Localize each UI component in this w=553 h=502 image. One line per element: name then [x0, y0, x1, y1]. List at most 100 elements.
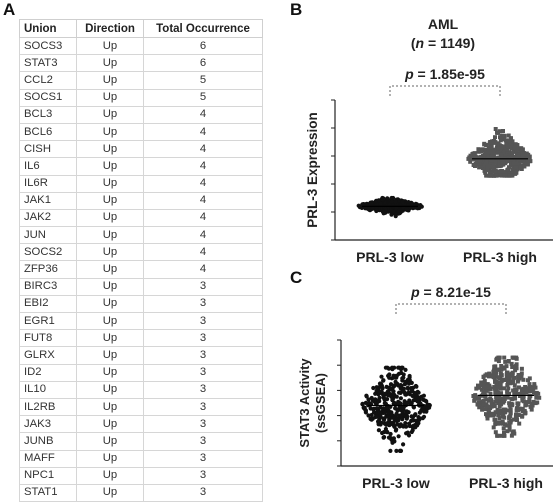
- cell-occurrence: 6: [143, 54, 263, 73]
- cell-occurrence: 5: [143, 88, 263, 107]
- data-point-high: [501, 160, 506, 165]
- data-point-low: [376, 428, 381, 433]
- data-point-low: [381, 378, 386, 383]
- data-point-high: [498, 383, 503, 387]
- cell-direction: Up: [76, 54, 144, 73]
- data-point-low: [374, 208, 379, 213]
- data-point-high: [481, 385, 486, 390]
- data-point-high: [491, 162, 496, 167]
- cell-occurrence: 4: [143, 208, 263, 228]
- panel-letter-a: A: [3, 0, 16, 19]
- table-row: GLRX Up 3: [19, 346, 263, 365]
- data-point-high: [505, 167, 510, 172]
- p-value-value: = 8.21e-15: [420, 284, 491, 300]
- data-point-high: [493, 410, 498, 415]
- data-point-high: [484, 160, 489, 165]
- data-point-low: [411, 423, 416, 428]
- data-point-low: [389, 199, 394, 204]
- data-point-high: [502, 415, 507, 420]
- data-point-low: [396, 434, 401, 439]
- data-point-high: [497, 395, 502, 400]
- data-point-high: [519, 371, 524, 376]
- data-point-low: [371, 407, 376, 412]
- data-point-high: [496, 401, 501, 405]
- data-point-low: [393, 428, 398, 433]
- data-point-high: [535, 400, 540, 405]
- data-point-high: [496, 146, 501, 151]
- data-point-high: [493, 160, 498, 164]
- table-row: ID2 Up 3: [19, 363, 263, 382]
- data-point-low: [377, 410, 382, 415]
- data-point-high: [509, 401, 514, 406]
- cell-direction: Up: [76, 226, 144, 245]
- data-point-high: [505, 391, 510, 396]
- data-point-high: [527, 384, 532, 389]
- data-point-high: [505, 159, 510, 163]
- data-point-low: [393, 199, 398, 204]
- cell-occurrence: 5: [143, 71, 263, 90]
- data-point-low: [389, 195, 394, 201]
- data-point-high: [497, 404, 502, 409]
- cell-gene: JAK3: [19, 415, 77, 434]
- data-point-high: [496, 155, 501, 160]
- data-point-low: [403, 392, 408, 397]
- data-point-high: [516, 375, 521, 379]
- data-point-high: [514, 366, 519, 371]
- data-point-high: [503, 359, 508, 364]
- data-point-high: [487, 410, 491, 415]
- table-header-row: Union Direction Total Occurrence: [19, 19, 263, 38]
- data-point-high: [473, 393, 478, 398]
- subtitle-n: n: [416, 35, 425, 51]
- data-point-high: [496, 391, 500, 396]
- data-point-high: [496, 375, 501, 380]
- data-point-high: [497, 416, 502, 421]
- data-point-low: [413, 412, 418, 417]
- data-point-high: [501, 433, 506, 438]
- data-point-low: [388, 448, 393, 453]
- cell-occurrence: 3: [143, 415, 263, 434]
- data-point-high: [513, 142, 518, 147]
- data-point-low: [366, 397, 371, 402]
- x-tick-label: PRL-3 low: [356, 249, 424, 265]
- data-point-high: [510, 365, 515, 369]
- data-point-low: [398, 448, 403, 453]
- panel-letter-c: C: [290, 268, 303, 287]
- data-point-low: [403, 367, 408, 372]
- data-point-high: [471, 163, 476, 167]
- cell-occurrence: 3: [143, 380, 263, 399]
- table-row: JAK1 Up 4: [19, 191, 263, 210]
- significance-bracket: [395, 303, 507, 314]
- table-row: NPC1 Up 3: [19, 466, 263, 485]
- data-point-high: [477, 385, 482, 390]
- data-point-high: [485, 166, 490, 170]
- cell-occurrence: 3: [143, 363, 263, 382]
- data-point-high: [502, 386, 507, 391]
- data-point-high: [497, 420, 502, 425]
- data-point-high: [475, 402, 480, 407]
- data-point-high: [522, 160, 527, 165]
- data-point-high: [485, 173, 490, 178]
- data-point-high: [517, 421, 522, 426]
- data-point-high: [474, 386, 479, 391]
- cell-occurrence: 4: [143, 191, 263, 210]
- cell-gene: MAFF: [19, 449, 77, 468]
- data-point-high: [493, 371, 498, 376]
- cell-direction: Up: [76, 208, 144, 228]
- data-point-low: [386, 420, 391, 425]
- data-point-low: [398, 415, 403, 420]
- data-point-high: [503, 138, 508, 143]
- data-point-high: [498, 149, 503, 154]
- data-point-high: [519, 146, 524, 151]
- table-row: ZFP36 Up 4: [19, 260, 263, 279]
- subtitle-open-paren: (: [411, 35, 416, 51]
- data-point-high: [506, 359, 511, 364]
- data-point-high: [496, 367, 501, 372]
- table-row: JUN Up 4: [19, 226, 263, 245]
- data-point-low: [376, 398, 381, 403]
- data-point-high: [521, 386, 526, 391]
- p-value-p: p: [404, 66, 414, 82]
- cell-gene: BCL3: [19, 105, 77, 124]
- data-point-high: [491, 403, 496, 408]
- table-row: BCL6 Up 4: [19, 122, 263, 142]
- data-point-low: [401, 405, 406, 410]
